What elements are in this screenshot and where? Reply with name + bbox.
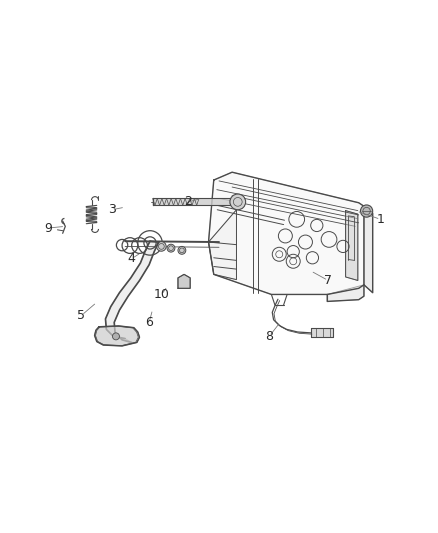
- Circle shape: [360, 205, 373, 217]
- Text: 5: 5: [78, 309, 85, 322]
- Circle shape: [167, 244, 175, 252]
- Text: 1: 1: [377, 213, 385, 226]
- Text: 2: 2: [184, 196, 192, 208]
- Circle shape: [156, 241, 166, 251]
- Text: 9: 9: [44, 222, 52, 235]
- Polygon shape: [208, 210, 237, 280]
- Circle shape: [230, 194, 246, 210]
- Circle shape: [113, 333, 120, 340]
- Polygon shape: [208, 172, 364, 294]
- Text: 6: 6: [145, 316, 153, 329]
- Text: 7: 7: [324, 274, 332, 287]
- Text: 8: 8: [265, 330, 273, 343]
- Polygon shape: [346, 211, 358, 280]
- Polygon shape: [327, 285, 364, 302]
- Text: 4: 4: [128, 252, 136, 265]
- Polygon shape: [178, 274, 190, 288]
- Polygon shape: [364, 206, 373, 293]
- Polygon shape: [311, 328, 333, 337]
- Polygon shape: [95, 326, 140, 346]
- Circle shape: [178, 246, 186, 254]
- Polygon shape: [152, 198, 230, 205]
- Polygon shape: [106, 241, 159, 343]
- Text: 3: 3: [108, 203, 116, 216]
- Text: 10: 10: [153, 288, 170, 301]
